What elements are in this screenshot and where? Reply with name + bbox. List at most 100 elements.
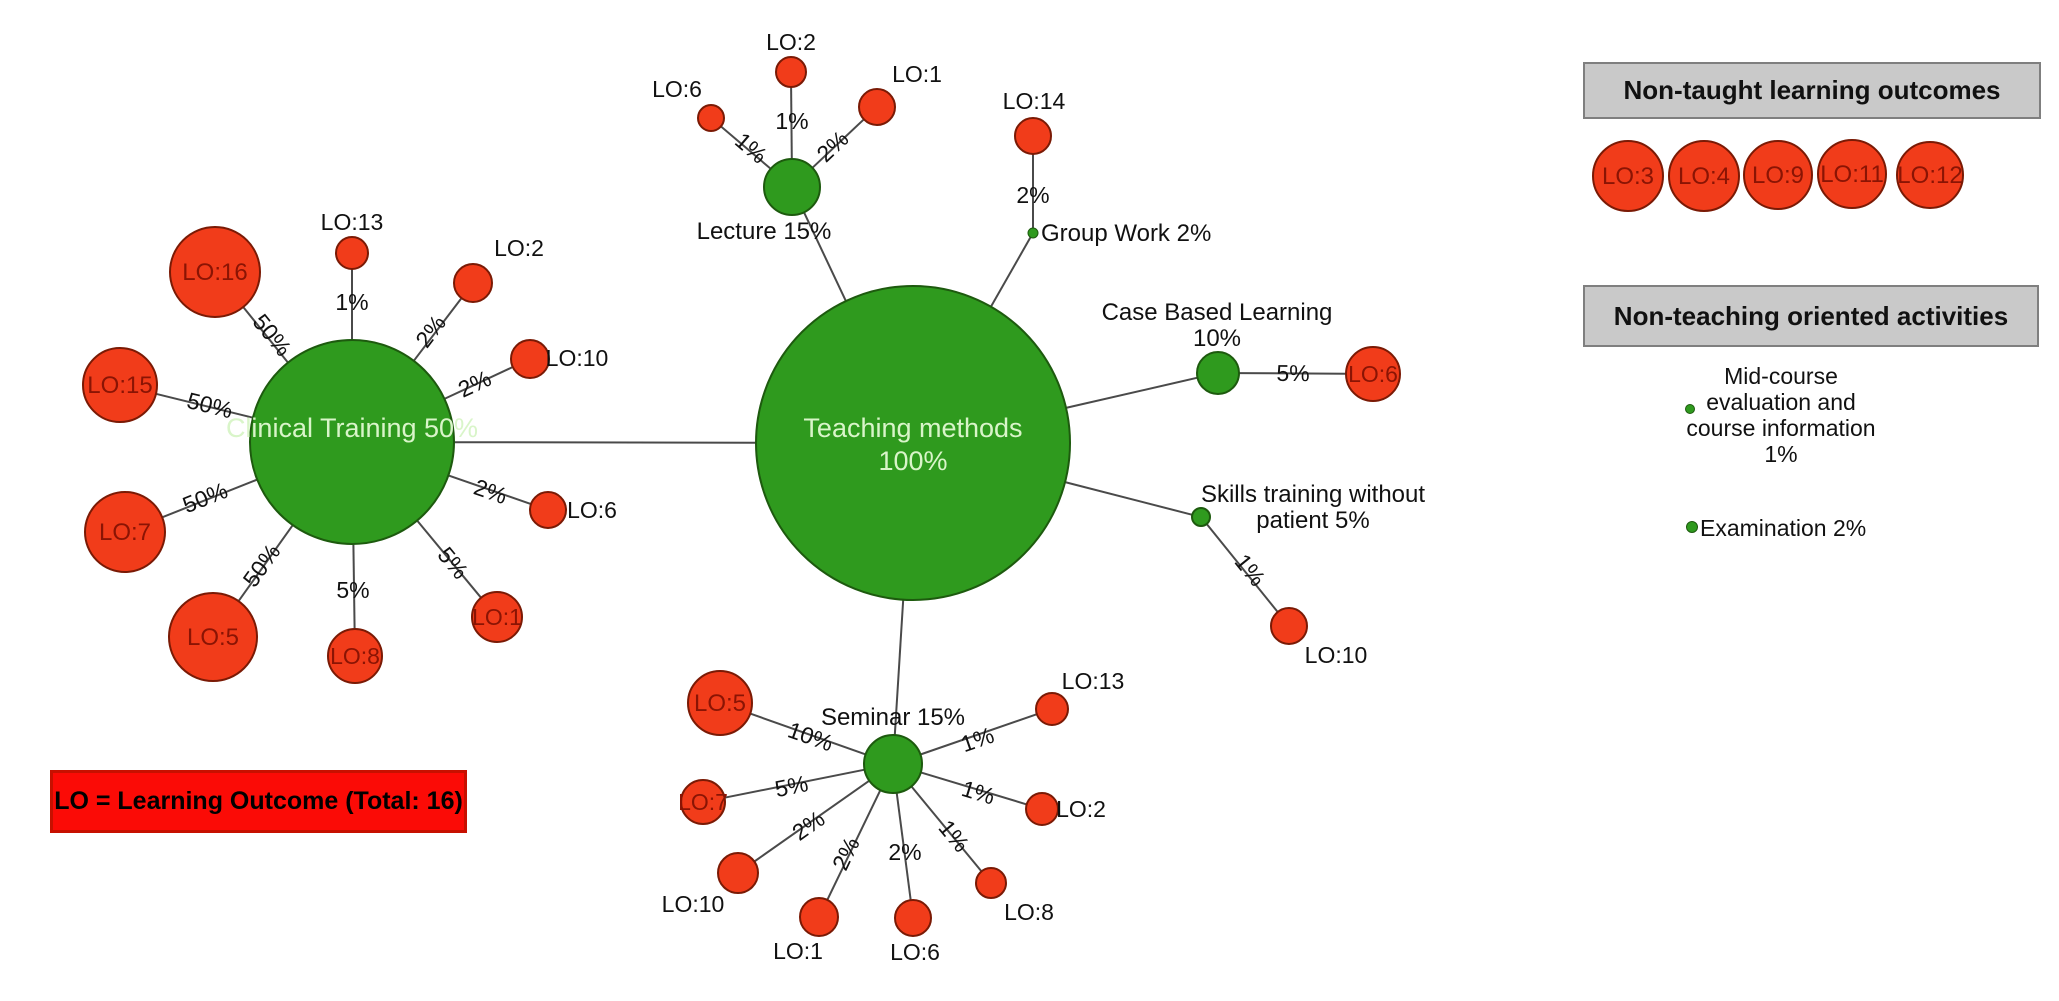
node-label-nt4: LO:4 [1678, 163, 1730, 190]
edge-percentage-label: 1% [1230, 549, 1271, 591]
outcome-node-m13 [1035, 692, 1069, 726]
node-label-c16: LO:16 [182, 259, 247, 286]
outcome-node-l6 [697, 104, 725, 132]
activity-label-0: Mid-course [1724, 363, 1838, 389]
node-label-c13: LO:13 [321, 209, 384, 235]
edge-percentage-label: 5% [1276, 360, 1309, 386]
edge-teaching-skills [1064, 481, 1193, 516]
edge-percentage-label: 2% [888, 839, 921, 865]
edge-percentage-label: 2% [471, 474, 511, 509]
outcome-node-nt9 [1743, 140, 1813, 210]
outcome-node-m2 [1025, 792, 1059, 826]
outcome-node-m10 [717, 852, 759, 894]
outcome-node-nt4 [1668, 140, 1740, 212]
outcome-node-c1 [471, 591, 523, 643]
outcome-node-m7 [680, 779, 726, 825]
node-label-m10: LO:10 [662, 891, 725, 917]
edge-seminar-m5 [749, 712, 867, 756]
outcome-node-c13 [335, 236, 369, 270]
node-label-m2: LO:2 [1056, 796, 1106, 822]
node-label-cbl: 10% [1193, 325, 1241, 352]
node-label-nt9: LO:9 [1752, 162, 1804, 189]
node-label-l6: LO:6 [652, 76, 702, 102]
edge-teaching-cbl [1065, 376, 1198, 409]
activity-label-0: evaluation and [1706, 389, 1856, 415]
node-label-lecture: Lecture 15% [697, 218, 832, 245]
activity-label-0: course information [1686, 415, 1875, 441]
outcome-node-c16 [169, 226, 261, 318]
outcome-node-c15 [82, 347, 158, 423]
activity-label-1: Examination 2% [1700, 515, 1866, 541]
node-label-c5: LO:5 [187, 624, 239, 651]
node-label-c10: LO:10 [546, 345, 609, 371]
edge-cbl-b6 [1238, 372, 1347, 375]
outcome-node-m5 [687, 670, 753, 736]
edge-percentage-label: 2% [827, 833, 865, 874]
method-node-groupwork [1027, 227, 1039, 239]
edge-seminar-m1 [826, 789, 882, 901]
outcome-node-l1 [858, 88, 896, 126]
node-label-c1: LO:1 [472, 604, 522, 630]
node-label-b6: LO:6 [1348, 361, 1398, 387]
edge-clinical-c15 [155, 392, 254, 419]
edge-percentage-label: 2% [410, 310, 451, 352]
edge-clinical-c1 [416, 519, 482, 599]
edge-percentage-label: 2% [787, 805, 829, 845]
edge-clinical-c8 [352, 543, 356, 630]
edge-percentage-label: 1% [959, 775, 998, 810]
edge-clinical-c7 [161, 478, 258, 519]
node-label-seminar: Seminar 15% [821, 704, 965, 731]
outcome-node-g14 [1014, 117, 1052, 155]
edge-lecture-l6 [720, 125, 772, 170]
node-label-cbl: Case Based Learning [1102, 299, 1333, 326]
outcome-node-l2 [775, 56, 807, 88]
node-label-skills: patient 5% [1256, 507, 1369, 534]
node-label-m7: LO:7 [678, 789, 728, 815]
node-label-c15: LO:15 [87, 372, 152, 399]
node-label-c6: LO:6 [567, 497, 617, 523]
method-node-lecture [763, 158, 821, 216]
edge-seminar-m13 [920, 713, 1038, 756]
activity-dot-0 [1685, 404, 1695, 414]
node-label-s10: LO:10 [1305, 642, 1368, 668]
outcome-node-b6 [1345, 346, 1401, 402]
edge-percentage-label: 1% [775, 108, 808, 134]
outcome-node-m1 [799, 897, 839, 937]
node-label-c7: LO:7 [99, 519, 151, 546]
outcome-node-m8 [975, 867, 1007, 899]
method-node-seminar [863, 734, 923, 794]
activity-label-0: 1% [1764, 441, 1797, 467]
outcome-node-nt11 [1817, 139, 1887, 209]
method-node-cbl [1196, 351, 1240, 395]
edge-percentage-label: 1% [730, 127, 772, 168]
outcome-node-c7 [84, 491, 166, 573]
node-label-m5: LO:5 [694, 690, 746, 717]
edge-seminar-m8 [910, 785, 983, 873]
edge-seminar-m6 [895, 792, 912, 901]
edge-teaching-groupwork [990, 236, 1032, 308]
outcome-node-c6 [529, 491, 567, 529]
outcome-node-c8 [327, 628, 383, 684]
method-node-clinical [249, 339, 455, 545]
node-label-teaching: Teaching methods [803, 413, 1022, 443]
activity-dot-1 [1686, 521, 1698, 533]
outcome-node-m6 [894, 899, 932, 937]
edge-clinical-c10 [443, 366, 514, 400]
edge-seminar-m2 [920, 771, 1027, 806]
node-label-m1: LO:1 [773, 938, 823, 964]
edge-percentage-label: 50% [179, 477, 231, 518]
outcome-node-c2 [453, 263, 493, 303]
edge-percentage-label: 2% [811, 125, 853, 167]
edge-percentage-label: 1% [335, 289, 368, 315]
node-label-nt3: LO:3 [1602, 163, 1654, 190]
outcome-node-s10 [1270, 607, 1308, 645]
node-label-clinical: Clinical Training 50% [226, 413, 478, 443]
node-label-g14: LO:14 [1003, 88, 1066, 114]
edge-lecture-l1 [811, 118, 865, 169]
node-label-teaching: 100% [878, 446, 947, 476]
edge-clinical-c16 [242, 306, 289, 364]
edge-percentage-label: 2% [454, 365, 495, 403]
node-label-groupwork: Group Work 2% [1041, 220, 1211, 247]
